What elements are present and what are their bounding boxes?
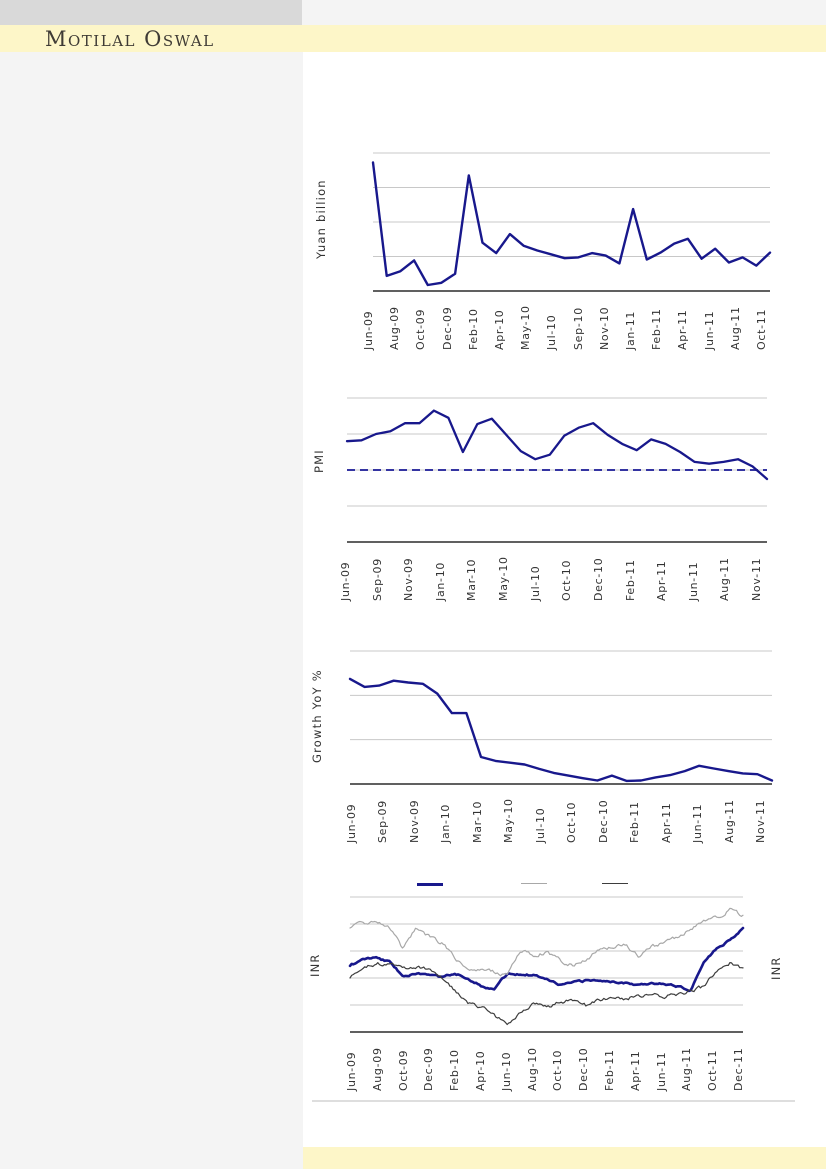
x-tick-label: Feb-10 (448, 1049, 462, 1091)
legend-swatch-0 (417, 883, 443, 886)
x-tick-label: Sep-10 (571, 307, 585, 350)
x-tick-label: May-10 (519, 305, 533, 350)
x-tick-label: Jun-09 (345, 803, 358, 843)
x-tick-label: Jul-10 (528, 565, 542, 601)
legend-swatch-2 (602, 883, 628, 884)
x-tick-label: Jul-10 (545, 314, 559, 350)
x-tick-label: Oct-10 (551, 1049, 565, 1091)
chart4-y-axis-title-left: INR (308, 953, 322, 977)
x-tick-label: Aug-11 (718, 557, 732, 601)
x-tick-label: Nov-10 (597, 306, 611, 350)
x-tick-label: May-10 (502, 798, 516, 843)
x-tick-label: Feb-11 (623, 559, 637, 601)
x-tick-label: Apr-11 (655, 560, 669, 602)
x-tick-label: Feb-11 (628, 801, 642, 843)
x-tick-label: Jan-11 (624, 310, 637, 350)
x-tick-label: Apr-10 (493, 309, 506, 351)
dark-gray-line (349, 961, 744, 1026)
x-tick-label: May-10 (497, 556, 511, 601)
x-tick-label: Feb-11 (603, 1049, 616, 1091)
x-tick-label: Aug-09 (370, 1047, 384, 1091)
x-tick-label: Sep-09 (376, 800, 390, 843)
x-tick-label: Apr-11 (659, 802, 673, 844)
footer-band (303, 1147, 826, 1169)
x-tick-label: Dec-09 (422, 1047, 436, 1091)
x-tick-label: Oct-10 (560, 559, 574, 601)
top-bar-right (302, 0, 826, 25)
chart2-y-axis-title: PMI (312, 449, 326, 473)
x-tick-label: Oct-11 (706, 1049, 720, 1091)
x-tick-label: Mar-10 (470, 800, 484, 843)
x-tick-label: Jan-10 (439, 803, 453, 843)
x-tick-label: Jan-10 (433, 561, 447, 601)
x-tick-label: Oct-11 (755, 308, 768, 350)
x-tick-label: Oct-09 (396, 1049, 410, 1091)
x-tick-label: Mar-10 (465, 558, 479, 601)
x-tick-label: Aug-09 (388, 306, 402, 350)
x-tick-label: Nov-11 (750, 557, 763, 601)
chart4-y-axis-title-right: INR (769, 956, 783, 980)
chart3-y-axis-title: Growth YoY % (310, 669, 324, 763)
x-tick-label: Jul-10 (533, 807, 547, 843)
brand-band: Motilal Oswal (0, 25, 826, 52)
x-tick-label: Jun-09 (362, 310, 375, 350)
x-tick-label: Dec-10 (591, 557, 605, 601)
x-tick-label: Aug-11 (722, 799, 736, 843)
x-tick-label: Jun-11 (686, 561, 700, 601)
x-tick-label: Sep-09 (370, 558, 384, 601)
x-tick-label: Dec-09 (440, 306, 454, 350)
x-tick-label: Oct-10 (565, 801, 579, 843)
x-tick-label: Oct-09 (414, 308, 428, 350)
x-tick-label: Aug-11 (728, 306, 742, 350)
x-tick-label: Jun-10 (499, 1051, 513, 1091)
x-tick-label: Jun-11 (654, 1051, 668, 1091)
left-margin-panel (0, 52, 303, 1169)
x-tick-label: Nov-09 (402, 557, 416, 601)
x-tick-label: Aug-10 (525, 1047, 539, 1091)
x-tick-label: Apr-10 (474, 1050, 487, 1092)
x-tick-label: Feb-11 (650, 308, 664, 350)
navy-line (345, 409, 769, 481)
brand-logo-text: Motilal Oswal (45, 27, 215, 51)
x-tick-label: Jun-09 (339, 561, 352, 601)
x-tick-label: Dec-10 (577, 1047, 591, 1091)
x-tick-label: Dec-10 (596, 799, 610, 843)
x-tick-label: Feb-10 (466, 308, 480, 350)
x-tick-label: Jun-11 (702, 310, 716, 350)
x-tick-label: Jun-11 (691, 803, 705, 843)
x-tick-label: Nov-11 (754, 799, 767, 843)
navy-line (371, 161, 772, 287)
navy-thick-line (348, 926, 745, 993)
x-tick-label: Aug-11 (680, 1047, 694, 1091)
legend-swatch-1 (521, 883, 547, 884)
chart1-y-axis-title: Yuan billion (314, 179, 328, 259)
top-bar (0, 0, 302, 25)
x-tick-label: Jun-09 (345, 1051, 358, 1091)
light-gray-line (349, 907, 744, 977)
x-tick-label: Nov-09 (407, 799, 421, 843)
navy-line (348, 677, 774, 783)
x-tick-label: Apr-11 (676, 309, 690, 351)
x-tick-label: Apr-11 (628, 1050, 642, 1092)
x-tick-label: Dec-11 (732, 1047, 745, 1091)
